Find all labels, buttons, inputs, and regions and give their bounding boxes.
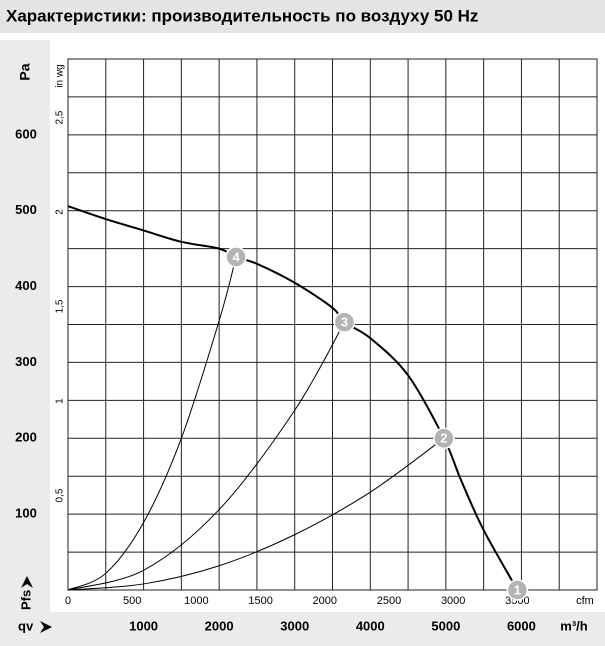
operating-point: [225, 246, 247, 268]
x2-label: cfm: [576, 595, 594, 607]
y2-tick-label: 1: [55, 398, 66, 404]
operating-point: [333, 311, 356, 333]
x2-tick-label: 2500: [377, 595, 401, 607]
x-band: [0, 612, 605, 646]
y2-tick-label: 2: [55, 209, 66, 215]
point-label: 1: [514, 582, 521, 597]
y-arrow: [21, 576, 33, 588]
x2-tick-label: 1500: [248, 595, 272, 607]
x-arrow: [40, 621, 52, 633]
x-label: m³/h: [560, 618, 588, 633]
x2-tick-label: 3000: [441, 595, 465, 607]
x2-tick-label: 2000: [313, 595, 337, 607]
y2-tick-label: 1,5: [55, 299, 66, 313]
y2-label: in wg: [55, 64, 66, 87]
x-tick-label: 1000: [129, 618, 158, 633]
y-name: Pfs: [18, 590, 33, 610]
x2-tick-label: 0: [65, 595, 71, 607]
x2-tick-label: 500: [123, 595, 141, 607]
title-bar: [0, 0, 605, 33]
x-name: qv: [18, 618, 34, 633]
x-tick-label: 5000: [431, 618, 460, 633]
chart-title: Характеристики: производительность по во…: [6, 6, 478, 25]
point-label: 3: [341, 315, 348, 330]
x-tick-label: 2000: [205, 618, 234, 633]
operating-point: [433, 427, 455, 450]
operating-point: [506, 579, 529, 601]
x-tick-label: 4000: [356, 618, 385, 633]
x2-tick-label: 1000: [184, 595, 208, 607]
x-tick-label: 6000: [507, 618, 536, 633]
y2-tick-label: 2,5: [55, 110, 66, 124]
plot-frame: [67, 58, 598, 591]
y-tick-label: 400: [15, 278, 37, 293]
y-tick-label: 100: [15, 506, 37, 521]
x-tick-label: 3000: [280, 618, 309, 633]
y-tick-label: 500: [15, 202, 37, 217]
y-band: [0, 40, 50, 615]
curve: [67, 256, 237, 591]
curve: [67, 321, 345, 591]
y-tick-label: 200: [15, 430, 37, 445]
point-label: 4: [232, 249, 240, 264]
curve: [67, 205, 519, 591]
y-label: Pa: [17, 63, 33, 80]
y2-tick-label: 0,5: [55, 488, 66, 502]
y-tick-label: 600: [15, 126, 37, 141]
curve: [67, 437, 445, 591]
point-label: 2: [440, 431, 447, 446]
y-tick-label: 300: [15, 354, 37, 369]
